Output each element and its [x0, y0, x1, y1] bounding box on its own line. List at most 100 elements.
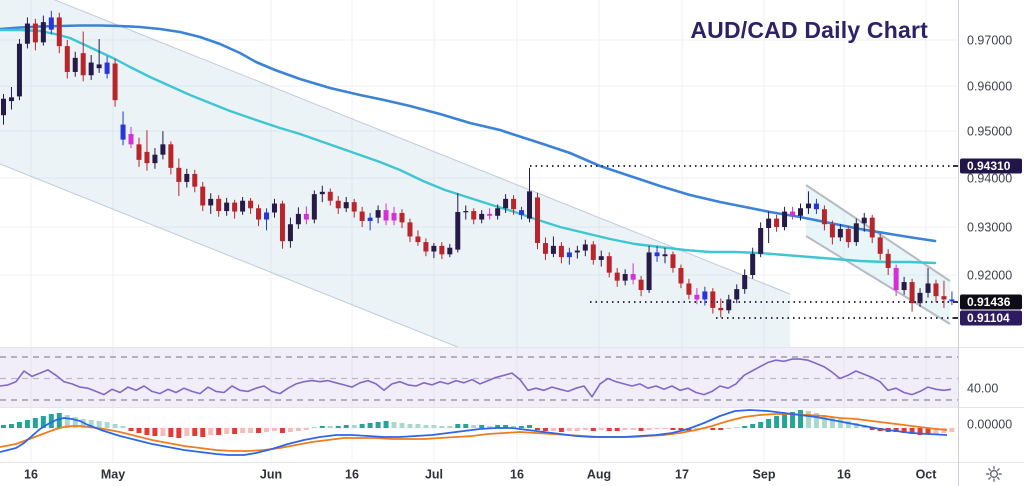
candle: [885, 249, 891, 275]
september-channel: [805, 184, 951, 325]
candle: [742, 269, 748, 294]
macd-histogram-bar: [503, 425, 509, 428]
candle: [1, 94, 6, 125]
september-channel-fill: [806, 185, 950, 324]
candle: [925, 267, 931, 298]
candle: [351, 198, 357, 218]
candle: [662, 247, 668, 264]
time-axis-label: May: [101, 467, 125, 481]
candle-body: [256, 208, 262, 220]
candle-body: [503, 198, 509, 209]
candle: [686, 278, 692, 300]
candle-body: [343, 202, 349, 209]
price-axis-label: 0.97000: [967, 33, 1012, 47]
candle: [909, 278, 915, 312]
candle: [479, 210, 485, 224]
macd-histogram-bar: [279, 428, 285, 433]
candle-body: [168, 144, 174, 168]
candle: [335, 196, 341, 214]
candle: [710, 288, 716, 314]
candle-body: [790, 211, 796, 216]
time-axis-label: 17: [675, 467, 689, 481]
macd-histogram-bar: [343, 425, 349, 428]
candle: [144, 130, 150, 171]
macd-pane: [0, 409, 955, 456]
macd-histogram-bar: [88, 420, 94, 428]
candle-body: [726, 299, 732, 311]
candle: [463, 205, 469, 220]
candle-body: [375, 210, 381, 218]
macd-histogram-bar: [311, 427, 317, 428]
macd-histogram-bar: [590, 428, 596, 431]
candle: [598, 250, 604, 267]
candle: [112, 58, 118, 107]
macd-histogram-bar: [375, 422, 381, 428]
candle-body: [72, 57, 78, 72]
candle-body: [16, 43, 22, 97]
candle-body: [80, 53, 86, 76]
macd-histogram-bar: [829, 417, 835, 428]
candle: [821, 205, 827, 231]
candle-body: [383, 210, 389, 221]
candle-body: [550, 245, 556, 254]
candle: [519, 206, 525, 220]
candle-body: [845, 228, 851, 243]
candle: [853, 218, 859, 246]
macd-histogram-bar: [670, 428, 676, 430]
candle-body: [622, 274, 628, 281]
price-axis-label: 0.92000: [967, 268, 1012, 282]
candle: [606, 252, 612, 278]
macd-histogram-bar: [431, 425, 437, 428]
macd-histogram-bar: [56, 413, 62, 428]
settings-icon-ray: [988, 476, 992, 480]
candle: [439, 242, 445, 260]
macd-histogram-bar: [813, 413, 819, 428]
candle: [375, 205, 381, 224]
candle: [917, 288, 923, 307]
candle: [766, 211, 772, 244]
candle: [56, 12, 62, 54]
candle: [343, 196, 349, 213]
candle: [582, 239, 588, 257]
candle: [869, 214, 875, 244]
time-axis-label: Jul: [425, 467, 443, 481]
macd-histogram-bar: [64, 415, 70, 428]
candle-body: [614, 272, 620, 281]
grid-layer: [0, 0, 958, 462]
regression-channel: [0, 0, 791, 347]
settings-button[interactable]: [980, 464, 1008, 484]
macd-histogram-bar: [933, 428, 939, 434]
macd-histogram-bar: [176, 428, 182, 438]
candle: [941, 280, 947, 308]
candle-body: [487, 213, 493, 216]
macd-histogram-bar: [654, 428, 660, 429]
candle: [750, 247, 756, 279]
candle: [678, 264, 684, 289]
macd-histogram-bar: [853, 423, 859, 428]
price-axis-strip[interactable]: [959, 0, 1024, 486]
candle: [415, 230, 421, 246]
candle-body: [750, 253, 756, 275]
candle-body: [287, 224, 293, 242]
marked-price-label: 0.94310: [967, 159, 1011, 173]
macd-histogram-bar: [216, 428, 222, 435]
macd-histogram-bar: [821, 415, 827, 428]
candle-body: [909, 282, 915, 304]
candle-body: [152, 154, 158, 164]
macd-histogram-bar: [399, 423, 405, 428]
macd-histogram-bar: [750, 424, 756, 428]
candle: [72, 51, 78, 77]
macd-histogram-bar: [734, 427, 740, 428]
macd-histogram-bar: [256, 428, 262, 433]
candle: [152, 148, 158, 169]
candle: [758, 222, 764, 258]
candle: [367, 212, 373, 231]
candle: [805, 191, 811, 214]
candle-body: [415, 236, 421, 243]
settings-icon-ray: [996, 476, 1000, 480]
candle-body: [949, 299, 955, 302]
candle: [774, 214, 780, 232]
candle-body: [821, 209, 827, 225]
time-axis-label: 16: [837, 467, 851, 481]
